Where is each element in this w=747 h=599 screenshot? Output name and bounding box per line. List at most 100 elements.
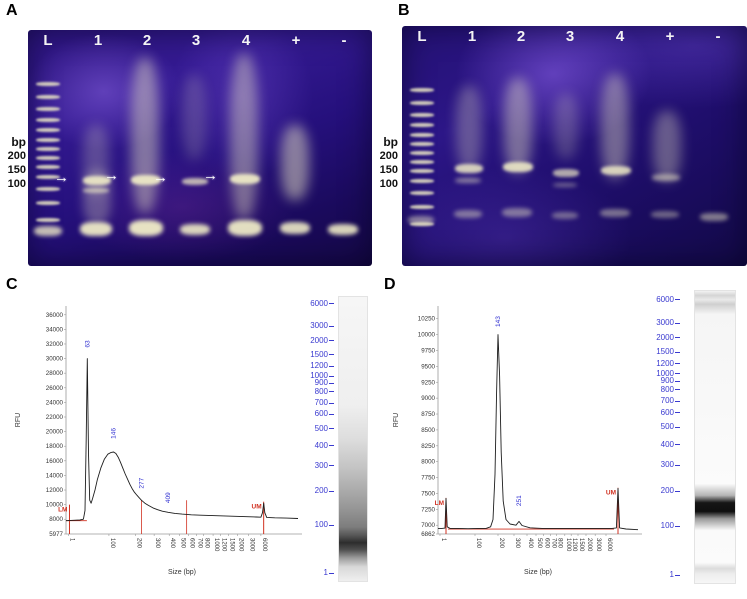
x-tick-label: 500 [536, 538, 542, 549]
ladder-size-1: 1 [302, 569, 334, 577]
ladder-size-1: 1 [648, 571, 680, 579]
y-tick-label: 34000 [46, 326, 64, 333]
ladder-size-1000: 1000 [648, 369, 680, 378]
ladder-size-1200: 1200 [648, 359, 680, 368]
gel-band [700, 213, 728, 221]
y-tick-label: 5977 [49, 531, 63, 538]
ladder-band [410, 133, 434, 137]
gel-band [652, 174, 680, 181]
x-tick-label: 200 [136, 538, 142, 549]
bp-unit-label: bp [11, 135, 26, 149]
ladder-size-2000: 2000 [302, 336, 334, 345]
ladder-band [410, 123, 434, 127]
ladder-band [410, 205, 434, 209]
y-tick-label: 14000 [46, 472, 64, 479]
gel-band [83, 188, 109, 193]
peak-label: 146 [111, 428, 118, 439]
ladder-band [410, 222, 434, 226]
gel-band [600, 209, 630, 217]
size-ladder-c: 6000 3000 2000 1500 1200 1000 900 800 700 600 500 4… [302, 294, 370, 586]
panel-c-label: C [6, 276, 18, 293]
ladder-size-3000: 3000 [302, 322, 334, 330]
panel-a-label: A [6, 2, 18, 19]
ladder-band [36, 218, 60, 222]
gel-band [129, 220, 163, 236]
size-marker-200: 200 [379, 150, 398, 162]
y-axis-title: RFU [15, 413, 22, 427]
y-tick-label: 8250 [421, 443, 435, 450]
x-tick-label: 6000 [606, 538, 612, 552]
ladder-size-700: 700 [302, 399, 334, 407]
y-tick-label: 12000 [46, 487, 64, 494]
lane-label-3: 3 [191, 32, 201, 49]
gel-band [328, 224, 358, 235]
ladder-size-100: 100 [302, 521, 334, 529]
gel-band [182, 178, 208, 185]
y-tick-label: 9500 [421, 363, 435, 370]
peak-label: 409 [165, 492, 172, 503]
marker-label: UM [606, 490, 616, 497]
ladder-band [410, 113, 434, 117]
ladder-band [410, 160, 434, 164]
y-tick-label: 36000 [46, 312, 64, 319]
ladder-size-900: 900 [302, 379, 334, 387]
y-tick-label: 9750 [421, 347, 435, 354]
gel-band [454, 210, 482, 218]
ladder-size-700: 700 [648, 397, 680, 405]
panel-d-label: D [384, 276, 396, 293]
x-tick-label: 1200 [221, 538, 227, 552]
gel-band [182, 75, 206, 160]
ladder-band [410, 142, 434, 146]
gel-band [653, 111, 681, 181]
gel-band [455, 164, 483, 173]
x-tick-label: 1000 [565, 538, 571, 552]
ladder-band [36, 118, 60, 122]
ladder-size-300: 300 [648, 461, 680, 469]
lane-label-negative: - [341, 32, 347, 49]
y-tick-label: 8000 [49, 516, 63, 523]
peak-label: 277 [138, 477, 145, 488]
ladder-size-1000: 1000 [302, 372, 334, 380]
x-tick-label: 800 [556, 538, 562, 549]
electropherogram-c: 5977800010000120001400016000180002000022… [8, 290, 308, 582]
ladder-band [410, 169, 434, 173]
y-tick-label: 30000 [46, 356, 64, 363]
lane-label-positive: + [665, 28, 675, 45]
lane-label-4: 4 [615, 28, 625, 45]
lane-label-3: 3 [565, 28, 575, 45]
gel-band [230, 54, 258, 219]
ladder-band [410, 191, 434, 195]
x-tick-label: 300 [154, 538, 160, 549]
y-tick-label: 6862 [421, 531, 435, 538]
band-arrow-icon: → [153, 169, 168, 186]
x-tick-label: 100 [109, 538, 115, 549]
gel-band [553, 183, 577, 187]
y-tick-label: 7500 [421, 490, 435, 497]
ladder-size-600: 600 [302, 410, 334, 418]
gel-band [131, 58, 159, 213]
gel-band [131, 175, 161, 185]
ladder-size-800: 800 [648, 385, 680, 394]
lane-label-2: 2 [142, 32, 152, 49]
size-marker-100: 100 [7, 178, 26, 190]
gel-band [651, 211, 679, 218]
peak-label: 63 [84, 340, 91, 348]
ladder-band [410, 101, 434, 105]
size-marker-150: 150 [7, 164, 26, 176]
x-tick-label: 100 [475, 538, 481, 549]
ladder-size-800: 800 [302, 387, 334, 396]
y-tick-label: 7250 [421, 506, 435, 513]
ladder-band [36, 95, 60, 99]
size-marker-100: 100 [379, 178, 398, 190]
ladder-size-200: 200 [648, 487, 680, 495]
gel-band [80, 222, 112, 236]
ladder-size-6000: 6000 [648, 295, 680, 304]
y-tick-label: 20000 [46, 429, 64, 436]
lane-label-ladder: L [417, 28, 427, 45]
x-tick-label: 600 [544, 538, 550, 549]
ladder-size-2000: 2000 [648, 333, 680, 342]
y-tick-label: 32000 [46, 341, 64, 348]
lane-label-2: 2 [516, 28, 526, 45]
x-tick-label: 3000 [595, 538, 601, 552]
